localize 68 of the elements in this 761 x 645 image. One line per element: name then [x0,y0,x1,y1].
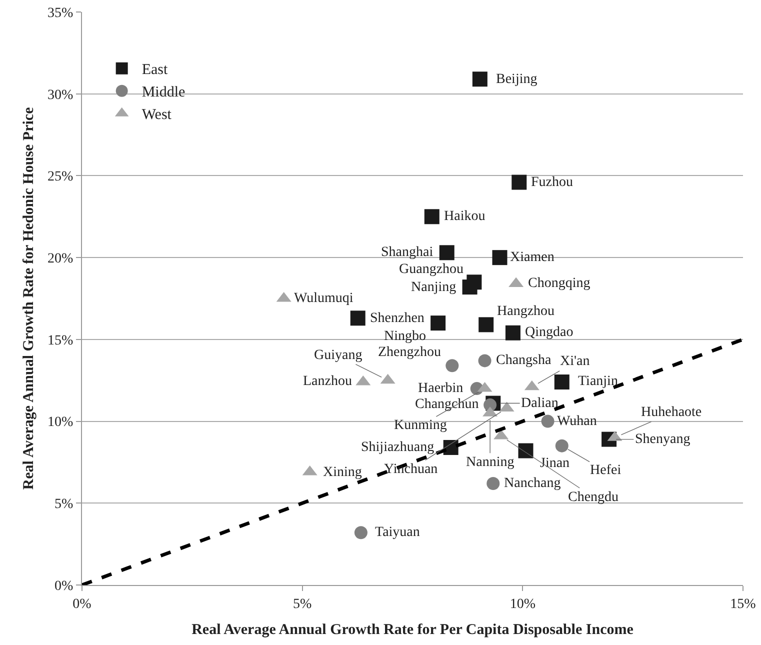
data-label: Kunming [394,418,447,433]
data-label: Wuhan [557,414,597,429]
data-label: Haerbin [418,381,464,396]
data-label: Beijing [496,72,538,87]
legend-label: West [142,107,172,124]
x-tick-label: 15% [730,596,756,612]
data-label: Xiamen [510,250,554,265]
data-label: Shijiazhuang [361,440,434,455]
data-label: Ningbo [384,329,426,344]
point [462,280,478,295]
data-label: Shenzhen [370,311,424,326]
data-label: Shenyang [635,432,690,447]
data-label: Chengdu [568,490,619,505]
point [541,414,554,428]
x-tick-label: 10% [510,596,536,612]
point [492,250,508,266]
data-label: Nanchang [504,476,561,491]
x-tick-label: 5% [292,596,312,612]
data-label: Guangzhou [399,262,464,277]
point [478,317,494,332]
point [505,325,520,340]
data-label: Nanning [466,455,514,470]
y-tick-label: 20% [48,251,74,266]
data-label: Qingdao [525,325,574,340]
data-label: Wulumuqi [294,291,354,306]
y-tick-label: 0% [54,578,74,594]
data-label: Xining [323,465,362,480]
point [486,477,500,490]
point [354,526,368,540]
data-label: Lanzhou [303,374,352,389]
x-tick-label: 0% [72,596,92,612]
x-axis-title: Real Average Annual Growth Rate for Per Capita Disposable Income [192,622,634,638]
data-label: Guiyang [314,348,362,363]
y-axis-title: Real Average Annual Growth Rate for Hedonic House Price [20,106,37,490]
point [472,72,488,87]
data-label: Xi'an [560,354,590,369]
data-label: Zhengzhou [378,345,441,360]
point [518,443,534,458]
data-label: Hefei [590,463,622,478]
data-label: Taiyuan [375,525,420,540]
y-tick-label: 25% [48,170,74,185]
point [512,174,527,190]
data-label: Fuzhou [531,175,573,190]
data-label: Hangzhou [497,304,555,319]
point [350,310,366,326]
y-tick-label: 10% [48,415,74,430]
data-label: Huhehaote [641,405,702,420]
point [446,359,459,372]
y-tick-label: 5% [54,497,74,512]
y-tick-label: 35% [48,6,74,21]
data-label: Dalian [521,396,558,411]
y-tick-label: 15% [48,333,74,348]
data-label: Jinan [540,456,570,471]
point [439,245,454,260]
data-label: Changsha [496,353,552,368]
y-tick-label: 30% [48,88,74,103]
point [430,316,446,331]
data-label: Nanjing [411,280,456,295]
point [555,439,568,452]
point [554,374,570,390]
point [424,209,440,224]
data-label: Tianjin [578,374,618,389]
point [478,354,492,368]
data-label: Haikou [444,209,486,224]
data-label: Shanghai [381,245,434,260]
data-label: Chongqing [528,276,590,291]
legend-label: Middle [142,84,186,101]
legend-label: East [142,62,168,78]
